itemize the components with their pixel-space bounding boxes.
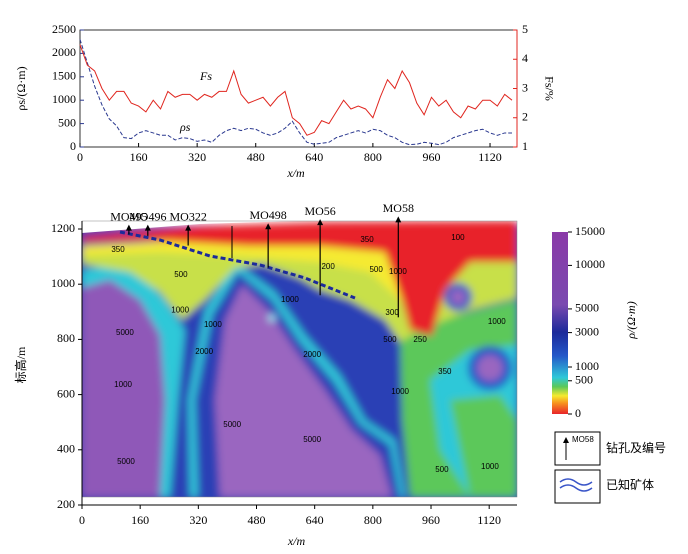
colorbar-tick-label: 3000 xyxy=(575,324,599,338)
y2-tick-label: 5 xyxy=(522,22,528,36)
borehole-arrow xyxy=(144,224,151,231)
plot-frame xyxy=(79,29,518,148)
contour-label: 5000 xyxy=(117,457,135,466)
contour-label: 5000 xyxy=(223,420,241,429)
contour-label: 500 xyxy=(369,265,383,274)
y-tick-label: 1200 xyxy=(51,221,75,235)
x-tick-label: 480 xyxy=(248,513,266,527)
legend-box xyxy=(554,431,601,466)
series-label: Fs xyxy=(199,69,212,83)
y2-tick-label: 2 xyxy=(522,110,528,124)
resistivity-section xyxy=(82,221,517,497)
colorbar-tick-label: 500 xyxy=(575,373,593,387)
x-tick-label: 800 xyxy=(364,150,382,164)
x-tick-label: 1120 xyxy=(477,513,501,527)
borehole-label: MO58 xyxy=(383,201,414,215)
x-tick-label: 0 xyxy=(79,513,85,527)
y-tick-label: 1000 xyxy=(51,276,75,290)
contour-label: 350 xyxy=(360,235,374,244)
series-label: ρs xyxy=(179,120,191,134)
y-tick-label: 0 xyxy=(70,139,76,153)
series-line xyxy=(79,39,512,146)
y2-axis-label: Fs/% xyxy=(542,76,556,101)
y-tick-label: 800 xyxy=(57,331,75,345)
y-tick-label: 500 xyxy=(58,115,76,129)
borehole-label: MO56 xyxy=(304,204,335,218)
colorbar-tick-label: 1000 xyxy=(575,359,599,373)
y-tick-label: 200 xyxy=(57,497,75,511)
x-tick-label: 800 xyxy=(364,513,382,527)
y-tick-label: 2500 xyxy=(52,22,76,36)
series-line xyxy=(79,44,513,136)
colorbar-tick-label: 15000 xyxy=(575,224,605,238)
x-axis-label: x/m xyxy=(287,534,306,548)
y-tick-label: 400 xyxy=(57,442,75,456)
x-axis-label: x/m xyxy=(286,166,305,180)
contour-label: 1000 xyxy=(281,295,299,304)
borehole-label: MO495 xyxy=(110,209,147,223)
y-axis-label: 标高/m xyxy=(13,346,28,383)
y-tick-label: 1000 xyxy=(52,92,76,106)
x-tick-label: 640 xyxy=(306,513,324,527)
contour-label: 2000 xyxy=(303,350,321,359)
x-tick-label: 640 xyxy=(305,150,323,164)
contour-label: 500 xyxy=(174,270,188,279)
borehole-arrow xyxy=(185,224,192,231)
contour-label: 1000 xyxy=(488,317,506,326)
legend-icon-label: MO58 xyxy=(572,435,594,444)
borehole-label: MO496 xyxy=(129,209,166,223)
contour-label: 1000 xyxy=(114,380,132,389)
y-tick-label: 600 xyxy=(57,386,75,400)
contour-label: 1000 xyxy=(391,387,409,396)
contour-label: 500 xyxy=(383,335,397,344)
y2-tick-label: 4 xyxy=(522,51,528,65)
borehole-label: MO322 xyxy=(169,209,206,223)
colorbar-title: ρ/(Ω·m) xyxy=(624,301,638,339)
x-tick-label: 1120 xyxy=(478,150,502,164)
contour-label: 500 xyxy=(435,465,449,474)
legend-label: 已知矿体 xyxy=(606,478,654,492)
contour-label: 2000 xyxy=(195,347,213,356)
x-tick-label: 320 xyxy=(188,150,206,164)
contour-label: 100 xyxy=(451,233,465,242)
colorbar-tick-label: 10000 xyxy=(575,257,605,271)
borehole-label: MO498 xyxy=(249,208,286,222)
y-tick-label: 2000 xyxy=(52,45,76,59)
x-tick-label: 480 xyxy=(247,150,265,164)
y-tick-label: 1500 xyxy=(52,69,76,83)
x-tick-label: 0 xyxy=(77,150,83,164)
ore-body xyxy=(119,230,356,300)
contour-label: 250 xyxy=(413,335,427,344)
y2-tick-label: 1 xyxy=(522,139,528,153)
x-tick-label: 320 xyxy=(189,513,207,527)
contour-label: 5000 xyxy=(303,435,321,444)
contour-label: 200 xyxy=(321,262,335,271)
legend-arrow xyxy=(563,437,569,443)
colorbar-tick-label: 0 xyxy=(575,406,581,420)
contour-label: 300 xyxy=(385,308,399,317)
y-axis-label: ρs/(Ω·m) xyxy=(14,66,28,110)
x-tick-label: 160 xyxy=(131,513,149,527)
colorbar xyxy=(552,232,568,414)
contour-label: 5000 xyxy=(116,328,134,337)
legend-label: 钻孔及编号 xyxy=(606,440,666,455)
x-tick-label: 960 xyxy=(422,150,440,164)
borehole-arrow xyxy=(395,216,402,223)
x-tick-label: 160 xyxy=(130,150,148,164)
y2-tick-label: 3 xyxy=(522,80,528,94)
contour-label: 350 xyxy=(111,245,125,254)
borehole-arrow xyxy=(317,219,324,226)
contour-label: 350 xyxy=(438,367,452,376)
legend-ore-icon xyxy=(559,478,593,492)
borehole-arrow xyxy=(265,223,272,230)
x-tick-label: 960 xyxy=(422,513,440,527)
borehole-arrow xyxy=(125,224,132,231)
contour-label: 1000 xyxy=(204,320,222,329)
contour-label: 1000 xyxy=(481,462,499,471)
contour-label: 1000 xyxy=(171,305,189,314)
colorbar-tick-label: 5000 xyxy=(575,301,599,315)
